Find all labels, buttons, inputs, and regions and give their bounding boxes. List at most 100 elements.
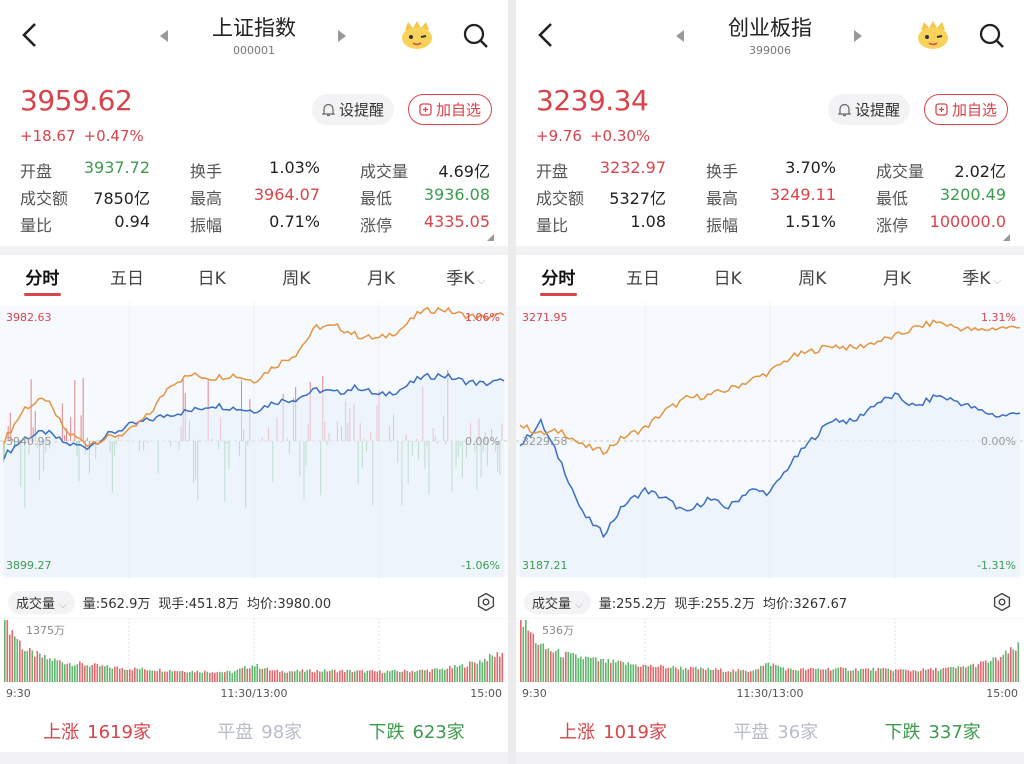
volume-bar bbox=[595, 657, 597, 682]
volume-bar bbox=[286, 672, 289, 682]
volume-bar bbox=[381, 673, 384, 682]
volume-bar bbox=[607, 658, 610, 682]
volume-bar bbox=[486, 661, 489, 682]
decliners: 下跌 337家 bbox=[884, 718, 980, 744]
volume-total: 量:255.2万 bbox=[598, 596, 667, 612]
tab-5[interactable]: 季K ⌵ bbox=[939, 264, 1024, 296]
volume-bar bbox=[11, 630, 14, 682]
search-icon[interactable] bbox=[462, 22, 490, 50]
volume-bar bbox=[557, 648, 560, 682]
tab-1[interactable]: 五日 bbox=[601, 264, 686, 296]
volume-bar bbox=[474, 662, 476, 682]
volume-bar bbox=[119, 668, 121, 682]
volume-bar bbox=[752, 670, 755, 682]
chevron-left-icon[interactable] bbox=[534, 20, 560, 50]
volume-bar bbox=[522, 626, 525, 682]
volume-bar bbox=[404, 669, 406, 682]
volume-bar bbox=[815, 669, 817, 682]
price-change: +9.76 +0.30% bbox=[536, 127, 658, 145]
volume-bar bbox=[865, 668, 867, 682]
volume-bar bbox=[256, 663, 259, 682]
volume-bar bbox=[226, 670, 229, 682]
volume-bar bbox=[339, 670, 341, 682]
volume-bar bbox=[421, 669, 424, 682]
volume-bar bbox=[787, 668, 790, 682]
volume-bar bbox=[767, 662, 770, 682]
tab-2[interactable]: 日K bbox=[169, 264, 254, 296]
tab-5[interactable]: 季K ⌵ bbox=[423, 264, 508, 296]
volume-bar bbox=[697, 669, 700, 682]
chevron-left-icon[interactable] bbox=[18, 20, 44, 50]
triangle-right-icon[interactable] bbox=[854, 30, 862, 42]
expand-corner-icon[interactable] bbox=[1003, 234, 1010, 241]
mascot-icon[interactable] bbox=[916, 20, 950, 50]
volume-bar bbox=[785, 670, 787, 682]
volume-bar bbox=[942, 668, 945, 682]
volume-bar bbox=[975, 667, 977, 682]
volume-bar bbox=[877, 668, 880, 682]
volume-bar bbox=[376, 671, 379, 682]
volume-bar bbox=[151, 670, 154, 682]
volume-bar bbox=[374, 671, 376, 682]
stat-label: 最低 bbox=[360, 188, 393, 208]
search-icon[interactable] bbox=[978, 22, 1006, 50]
expand-corner-icon[interactable] bbox=[487, 234, 494, 241]
tab-4[interactable]: 月K bbox=[855, 264, 940, 296]
volume-bar bbox=[186, 672, 189, 682]
tab-4[interactable]: 月K bbox=[339, 264, 424, 296]
gear-icon[interactable] bbox=[992, 592, 1012, 612]
stat-label: 涨停 bbox=[360, 215, 393, 235]
volume-bar bbox=[104, 666, 106, 682]
stat-value: 4.69亿 bbox=[438, 161, 490, 181]
volume-bar bbox=[386, 670, 389, 682]
mascot-icon[interactable] bbox=[400, 20, 434, 50]
tab-1[interactable]: 五日 bbox=[85, 264, 170, 296]
volume-bar bbox=[652, 666, 655, 682]
current-price: 3239.34 bbox=[536, 84, 649, 117]
volume-bar bbox=[161, 671, 164, 682]
tab-3[interactable]: 周K bbox=[770, 264, 855, 296]
volume-bar bbox=[189, 672, 191, 682]
tab-0[interactable]: 分时 bbox=[516, 264, 601, 296]
stats-row: 开盘 3937.72 换手 1.03% 成交量 4.69亿 bbox=[20, 156, 490, 183]
volume-bar bbox=[657, 666, 660, 682]
triangle-left-icon[interactable] bbox=[160, 30, 168, 42]
triangle-right-icon[interactable] bbox=[338, 30, 346, 42]
gear-icon[interactable] bbox=[476, 592, 496, 612]
volume-indicator-select[interactable]: 成交量 ⌵ bbox=[524, 590, 591, 614]
triangle-left-icon[interactable] bbox=[676, 30, 684, 42]
volume-bar bbox=[935, 667, 937, 682]
volume-indicator-select[interactable]: 成交量 ⌵ bbox=[8, 590, 75, 614]
set-alert-button[interactable]: 设提醒 bbox=[312, 94, 394, 125]
volume-bar bbox=[952, 667, 955, 682]
volume-bar bbox=[19, 640, 21, 682]
volume-bar bbox=[577, 658, 580, 682]
volume-bar bbox=[682, 669, 685, 682]
volume-bar bbox=[970, 664, 972, 682]
set-alert-label: 设提醒 bbox=[338, 101, 384, 119]
volume-bar bbox=[99, 666, 101, 682]
volume-bar bbox=[630, 664, 632, 682]
volume-bar bbox=[429, 671, 431, 682]
volume-bar bbox=[622, 662, 625, 682]
add-watchlist-button[interactable]: 加自选 bbox=[408, 94, 492, 125]
volume-bar bbox=[341, 669, 344, 682]
volume-bar bbox=[770, 665, 772, 682]
stat-value: 3.70% bbox=[785, 157, 836, 177]
volume-bar bbox=[71, 666, 74, 682]
decliners-label: 下跌 bbox=[368, 722, 405, 743]
tab-2[interactable]: 日K bbox=[685, 264, 770, 296]
volume-bar bbox=[880, 668, 882, 682]
add-watchlist-button[interactable]: 加自选 bbox=[924, 94, 1008, 125]
tab-3[interactable]: 周K bbox=[254, 264, 339, 296]
advancers-count: 1619家 bbox=[87, 722, 151, 743]
set-alert-button[interactable]: 设提醒 bbox=[828, 94, 910, 125]
volume-bar bbox=[567, 651, 570, 682]
volume-bar bbox=[645, 664, 647, 682]
volume-bar bbox=[680, 666, 682, 682]
volume-bar bbox=[274, 670, 276, 682]
volume-bar bbox=[737, 669, 740, 682]
volume-bar bbox=[810, 667, 812, 682]
tab-0[interactable]: 分时 bbox=[0, 264, 85, 296]
volume-bar bbox=[284, 672, 286, 682]
